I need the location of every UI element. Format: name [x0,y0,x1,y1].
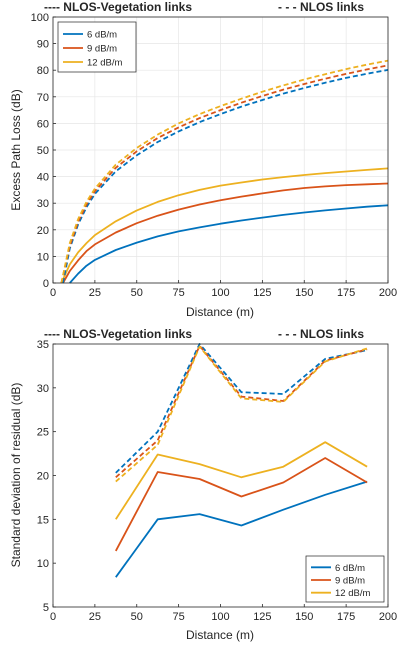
y-tick-label: 10 [37,251,49,263]
legend-label: 12 dB/m [335,588,370,599]
header-nlos-vegetation-links: ---- NLOS-Vegetation links [44,327,192,341]
series-line-nlos-vegetation-2 [60,167,389,284]
legend: 6 dB/m 9 dB/m12 dB/m [305,555,385,603]
series-line-nlos-5 [60,59,389,284]
x-tick-label: 25 [89,611,101,623]
x-tick-label: 0 [50,611,56,623]
series-line-nlos-3 [62,69,389,284]
x-axis-label: Distance (m) [186,628,254,642]
y-tick-label: 100 [31,12,49,24]
legend-box [57,21,137,73]
y-axis-label: Standard deviation of residual (dB) [9,383,23,568]
x-tick-label: 75 [173,611,185,623]
y-tick-label: 90 [37,39,49,51]
y-tick-label: 70 [37,92,49,104]
x-tick-label: 150 [295,287,313,299]
series-line-nlos-3 [115,343,368,474]
legend-label: 6 dB/m [87,30,117,41]
series-line-nlos-5 [115,345,368,483]
x-tick-label: 150 [295,611,313,623]
std-dev-residual-chart: ---- NLOS-Vegetation links - - - NLOS li… [9,327,397,642]
x-tick-label: 175 [337,611,355,623]
legend: 6 dB/m 9 dB/m 12 dB/m [57,21,137,73]
x-tick-label: 100 [211,287,229,299]
legend-label: 9 dB/m [87,44,117,55]
y-tick-label: 20 [37,225,49,237]
x-tick-label: 25 [89,287,101,299]
y-tick-label: 50 [37,145,49,157]
header-nlos-vegetation-links: ---- NLOS-Vegetation links [44,0,192,14]
x-tick-label: 200 [379,611,397,623]
y-tick-label: 20 [37,471,49,483]
series-line-nlos-4 [115,344,368,478]
x-tick-label: 125 [253,287,271,299]
y-tick-label: 60 [37,118,49,130]
x-axis-label: Distance (m) [186,305,254,319]
y-tick-label: 5 [43,602,49,614]
x-tick-label: 175 [337,287,355,299]
y-tick-label: 10 [37,558,49,570]
y-tick-label: 25 [37,427,49,439]
legend-box [305,555,385,603]
x-tick-label: 200 [379,287,397,299]
x-tick-label: 50 [131,611,143,623]
x-tick-label: 75 [173,287,185,299]
y-axis-label: Excess Path Loss (dB) [9,89,23,210]
series-line-nlos-4 [60,64,389,284]
header-nlos-links: - - - NLOS links [278,0,364,14]
y-tick-label: 80 [37,65,49,77]
header-nlos-links: - - - NLOS links [278,327,364,341]
y-tick-label: 30 [37,198,49,210]
y-tick-label: 15 [37,514,49,526]
series-line-nlos-vegetation-1 [62,182,389,284]
y-tick-label: 0 [43,278,49,290]
x-tick-label: 125 [253,611,271,623]
x-tick-label: 50 [131,287,143,299]
series-line-nlos-vegetation-0 [115,480,368,578]
legend-label: 12 dB/m [87,58,122,69]
legend-label: 6 dB/m [335,563,365,574]
y-tick-label: 40 [37,172,49,184]
series-line-nlos-vegetation-0 [69,204,389,284]
x-tick-label: 0 [50,287,56,299]
series-line-nlos-vegetation-2 [115,441,368,520]
y-tick-label: 35 [37,339,49,351]
x-tick-label: 100 [211,611,229,623]
legend-label: 9 dB/m [335,576,365,587]
y-tick-label: 30 [37,383,49,395]
series-line-nlos-vegetation-1 [115,457,368,552]
excess-path-loss-chart: ---- NLOS-Vegetation links - - - NLOS li… [9,0,397,319]
